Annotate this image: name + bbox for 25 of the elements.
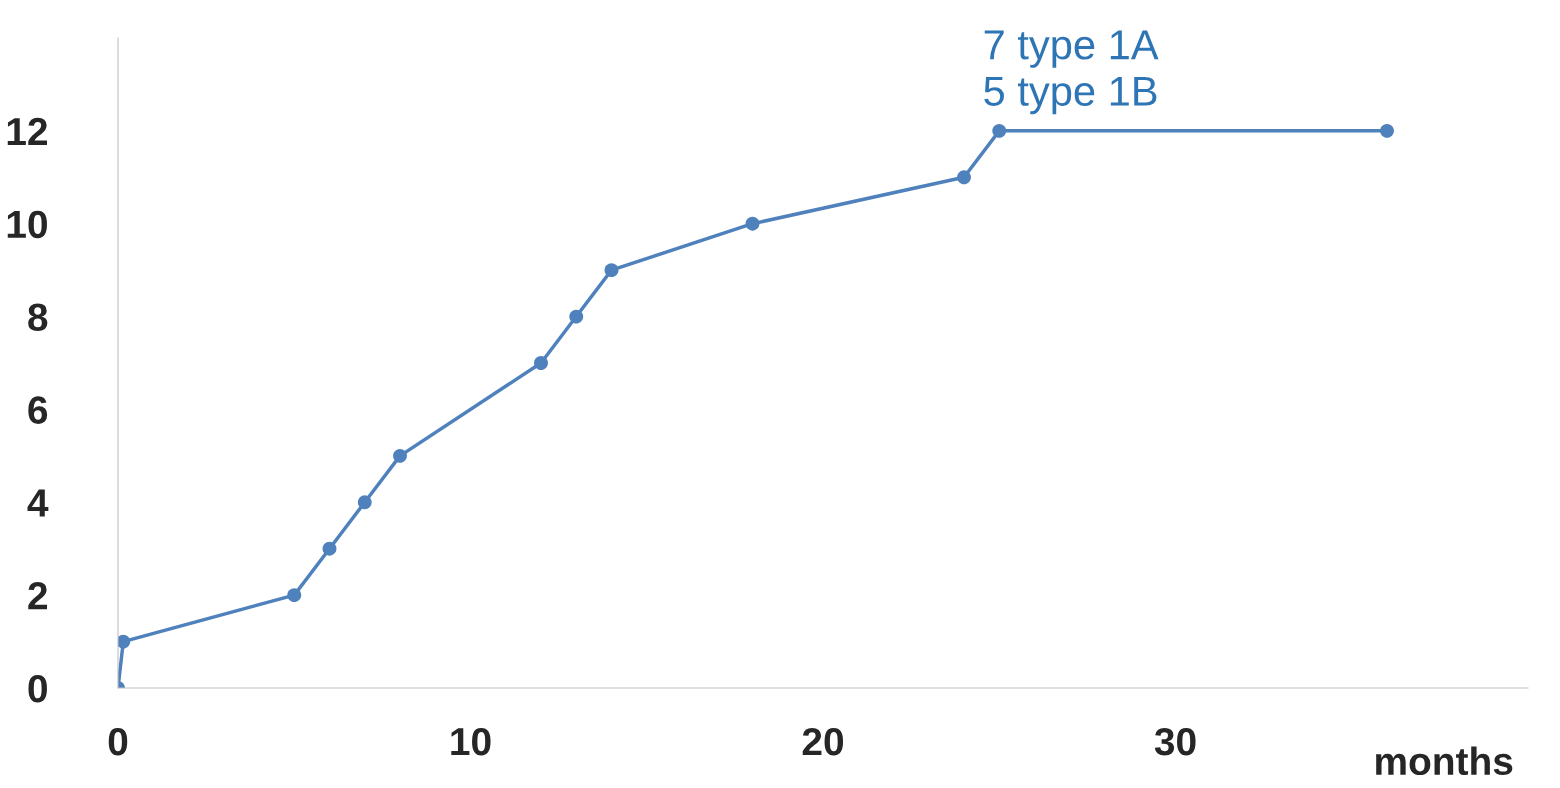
point	[604, 263, 619, 278]
x-tick-label: 0	[108, 727, 128, 756]
x-tick-label: 30	[1154, 727, 1196, 756]
point	[322, 541, 337, 556]
point	[393, 448, 407, 463]
point	[992, 123, 1007, 138]
point	[957, 170, 971, 185]
point	[118, 634, 131, 649]
point	[569, 309, 584, 324]
y-tick-label: 4	[27, 489, 49, 517]
y-tick-label: 12	[7, 117, 47, 145]
point	[357, 495, 372, 510]
y-tick-label: 0	[28, 674, 47, 703]
point	[1380, 123, 1394, 138]
point	[287, 588, 302, 603]
x-tick-label: 10	[451, 727, 491, 756]
y-tick-label: 2	[28, 582, 47, 610]
point	[534, 356, 548, 370]
annotation: 7 type 1A 5 type 1B	[984, 30, 1159, 115]
x-tick-label: 20	[802, 727, 844, 756]
point	[745, 216, 760, 231]
y-tick-label: 10	[7, 210, 47, 239]
x-axis-title: months	[1376, 746, 1513, 776]
y-tick-label: 6	[28, 396, 48, 424]
y-tick-label: 8	[28, 303, 48, 332]
